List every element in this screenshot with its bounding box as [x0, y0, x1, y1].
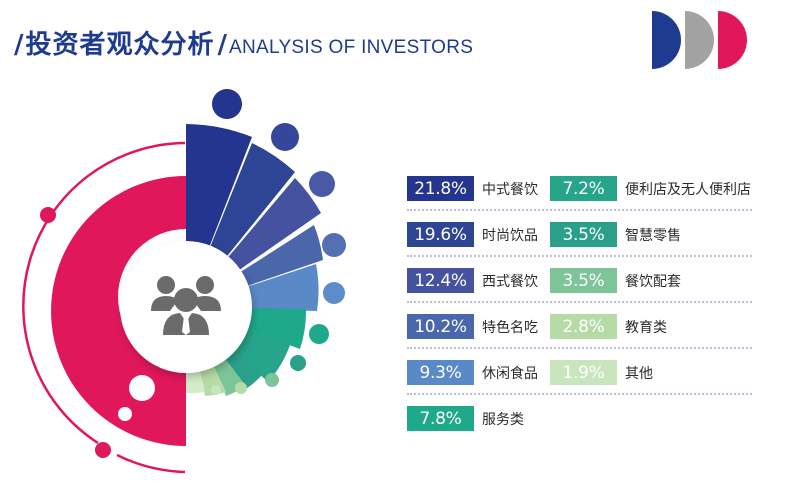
legend-value-badge: 21.8%: [407, 176, 474, 201]
legend-label: 服务类: [482, 411, 524, 428]
legend-label: 西式餐饮: [482, 273, 538, 290]
dot: [212, 89, 242, 119]
legend-label: 中式餐饮: [482, 181, 538, 198]
page-title-cn: 投资者观众分析: [25, 30, 215, 60]
legend-item: 9.3% 休闲食品: [407, 360, 538, 385]
chart-legend: 21.8% 中式餐饮 7.2% 便利店及无人便利店 19.6% 时尚饮品 3.5…: [407, 176, 800, 452]
dotted-divider: [407, 301, 752, 303]
dotted-divider: [407, 347, 752, 349]
dot: [309, 324, 329, 344]
dot: [290, 355, 306, 371]
white-bubble: [118, 407, 132, 421]
legend-row: 7.8% 服务类: [407, 406, 800, 452]
pink-orbit-dot: [95, 442, 111, 458]
logo-gray-half-circle-icon: [685, 11, 714, 69]
dot: [322, 233, 346, 257]
legend-item: 19.6% 时尚饮品: [407, 222, 538, 247]
dot: [235, 382, 247, 394]
legend-item: 21.8% 中式餐饮: [407, 176, 538, 201]
legend-value-badge: 7.2%: [550, 176, 617, 201]
legend-row: 19.6% 时尚饮品 3.5% 智慧零售: [407, 222, 800, 268]
legend-label: 便利店及无人便利店: [625, 181, 751, 198]
investor-radial-chart: [22, 89, 346, 474]
legend-item: 7.8% 服务类: [407, 406, 524, 431]
dot: [211, 385, 221, 395]
legend-row: 10.2% 特色名吃 2.8% 教育类: [407, 314, 800, 360]
white-bubble: [129, 375, 155, 401]
legend-value-badge: 19.6%: [407, 222, 474, 247]
legend-label: 餐饮配套: [625, 273, 681, 290]
legend-item: 3.5% 餐饮配套: [550, 268, 681, 293]
dot: [271, 123, 299, 151]
people-group-icon: [151, 276, 221, 335]
pink-orbit-dot: [40, 207, 56, 223]
legend-label: 教育类: [625, 319, 667, 336]
outer-pink-arc-tail: [116, 453, 186, 474]
legend-item: 2.8% 教育类: [550, 314, 667, 339]
legend-item: 3.5% 智慧零售: [550, 222, 681, 247]
page-title-en: ANALYSIS OF INVESTORS: [229, 37, 474, 58]
legend-value-badge: 3.5%: [550, 268, 617, 293]
legend-row: 21.8% 中式餐饮 7.2% 便利店及无人便利店: [407, 176, 800, 222]
dot: [265, 373, 279, 387]
title-slash: /: [14, 30, 24, 60]
legend-row: 9.3% 休闲食品 1.9% 其他: [407, 360, 800, 406]
legend-value-badge: 12.4%: [407, 268, 474, 293]
legend-value-badge: 1.9%: [550, 360, 617, 385]
legend-item: 7.2% 便利店及无人便利店: [550, 176, 751, 201]
dotted-divider: [407, 209, 752, 211]
fan-dots: [192, 89, 346, 395]
pink-half-ring: [51, 176, 186, 446]
legend-value-badge: 2.8%: [550, 314, 617, 339]
legend-label: 智慧零售: [625, 227, 681, 244]
legend-value-badge: 9.3%: [407, 360, 474, 385]
brand-logo: [652, 11, 747, 69]
dotted-divider: [407, 393, 752, 395]
legend-row: 12.4% 西式餐饮 3.5% 餐饮配套: [407, 268, 800, 314]
legend-value-badge: 3.5%: [550, 222, 617, 247]
legend-value-badge: 10.2%: [407, 314, 474, 339]
title-slash-2: /: [217, 30, 228, 60]
legend-label: 休闲食品: [482, 365, 538, 382]
logo-pink-half-circle-icon: [718, 11, 747, 69]
dot: [309, 171, 335, 197]
logo-blue-half-circle-icon: [652, 11, 681, 69]
dot: [192, 382, 200, 390]
legend-label: 时尚饮品: [482, 227, 538, 244]
outer-pink-arc: [22, 141, 186, 445]
legend-value-badge: 7.8%: [407, 406, 474, 431]
legend-label: 其他: [625, 365, 653, 382]
dotted-divider: [407, 255, 752, 257]
page-header: / 投资者观众分析 / ANALYSIS OF INVESTORS: [14, 24, 473, 61]
legend-label: 特色名吃: [482, 319, 538, 336]
dot: [323, 282, 345, 304]
legend-item: 1.9% 其他: [550, 360, 653, 385]
legend-item: 12.4% 西式餐饮: [407, 268, 538, 293]
legend-item: 10.2% 特色名吃: [407, 314, 538, 339]
